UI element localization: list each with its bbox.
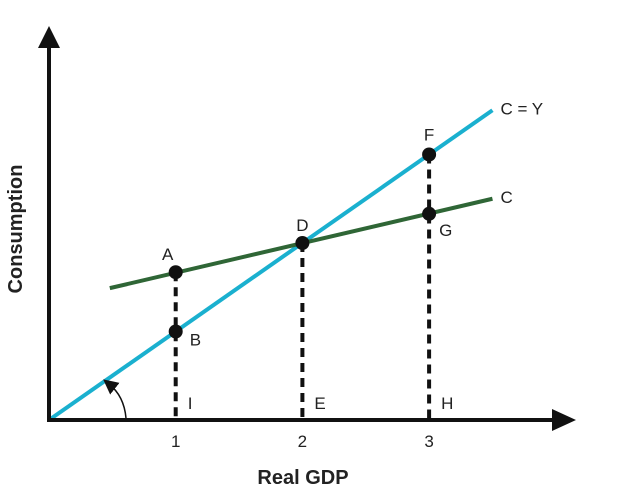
foot-label-i: I bbox=[188, 394, 193, 413]
line-c-equals-y bbox=[47, 108, 494, 422]
x-axis-arrow-icon bbox=[552, 409, 576, 431]
point-label-f: F bbox=[424, 126, 434, 145]
x-tick-label: 1 bbox=[171, 432, 180, 451]
foot-label-e: E bbox=[314, 394, 325, 413]
foot-label-h: H bbox=[441, 394, 453, 413]
y-axis-arrow-icon bbox=[38, 26, 60, 48]
point-b bbox=[168, 324, 183, 339]
point-label-a: A bbox=[162, 245, 174, 264]
point-label-d: D bbox=[296, 216, 308, 235]
line-label-0: C = Y bbox=[500, 99, 543, 118]
point-label-b: B bbox=[190, 331, 201, 350]
x-tick-label: 2 bbox=[298, 432, 307, 451]
line-label-1: C bbox=[500, 188, 512, 207]
point-d bbox=[295, 236, 310, 250]
x-axis-title: Real GDP bbox=[257, 467, 348, 489]
point-g bbox=[422, 206, 437, 221]
x-tick-label: 3 bbox=[424, 432, 433, 451]
angle-arc-arrow-icon bbox=[103, 379, 127, 419]
y-axis-title: Consumption bbox=[5, 165, 27, 294]
point-a bbox=[168, 265, 183, 280]
point-label-g: G bbox=[439, 221, 452, 240]
point-f bbox=[422, 147, 437, 162]
